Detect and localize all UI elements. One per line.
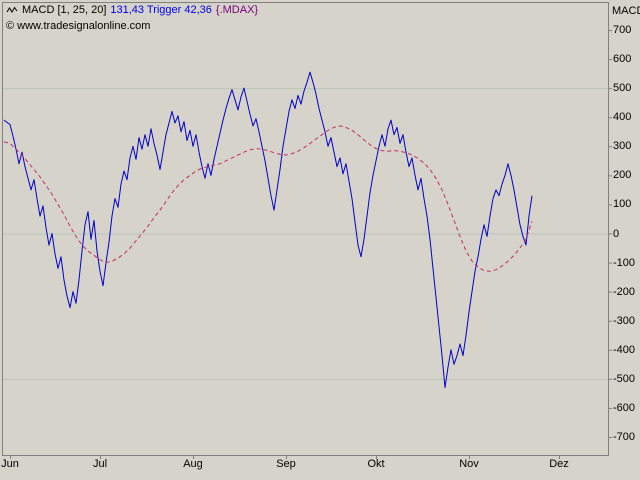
- y-axis-label: 200: [613, 169, 632, 182]
- y-axis-label: -600: [613, 401, 636, 414]
- y-axis-label: 100: [613, 198, 632, 211]
- x-axis-label: Okt: [367, 458, 385, 470]
- x-axis-label: Jul: [92, 458, 108, 470]
- pane-title: MACD: [612, 5, 640, 17]
- x-axis-label: Aug: [183, 458, 203, 470]
- y-axis-label: -400: [613, 343, 636, 356]
- copyright-text: © www.tradesignalonline.com: [6, 20, 151, 32]
- y-axis-label: 300: [613, 140, 632, 153]
- indicator-values: 131,43 Trigger 42,36: [110, 4, 212, 16]
- x-axis-label: Dez: [549, 458, 569, 470]
- y-axis-label: -200: [613, 285, 636, 298]
- x-axis-label: Sep: [276, 458, 296, 470]
- y-axis-label: 0: [613, 227, 620, 240]
- trigger-line: [3, 125, 533, 272]
- x-axis-label: Nov: [459, 458, 479, 470]
- indicator-name: MACD [1, 25, 20]: [22, 4, 107, 16]
- y-axis-label: -300: [613, 314, 636, 327]
- y-axis-label: 400: [613, 111, 632, 124]
- y-axis-label: 600: [613, 53, 632, 66]
- y-axis-label: -100: [613, 256, 636, 269]
- y-axis-label: -700: [613, 431, 636, 443]
- y-axis-label: 700: [613, 24, 632, 36]
- indicator-wave-icon: [6, 5, 18, 15]
- symbol-name: {.MDAX}: [215, 4, 259, 16]
- y-axis-label: -500: [613, 372, 636, 385]
- x-axis-label: Jun: [1, 458, 19, 470]
- y-axis-label: 500: [613, 82, 632, 95]
- macd-line: [3, 71, 533, 389]
- plot-border: [2, 2, 609, 456]
- indicator-legend: MACD [1, 25, 20] 131,43 Trigger 42,36 {.…: [6, 4, 258, 16]
